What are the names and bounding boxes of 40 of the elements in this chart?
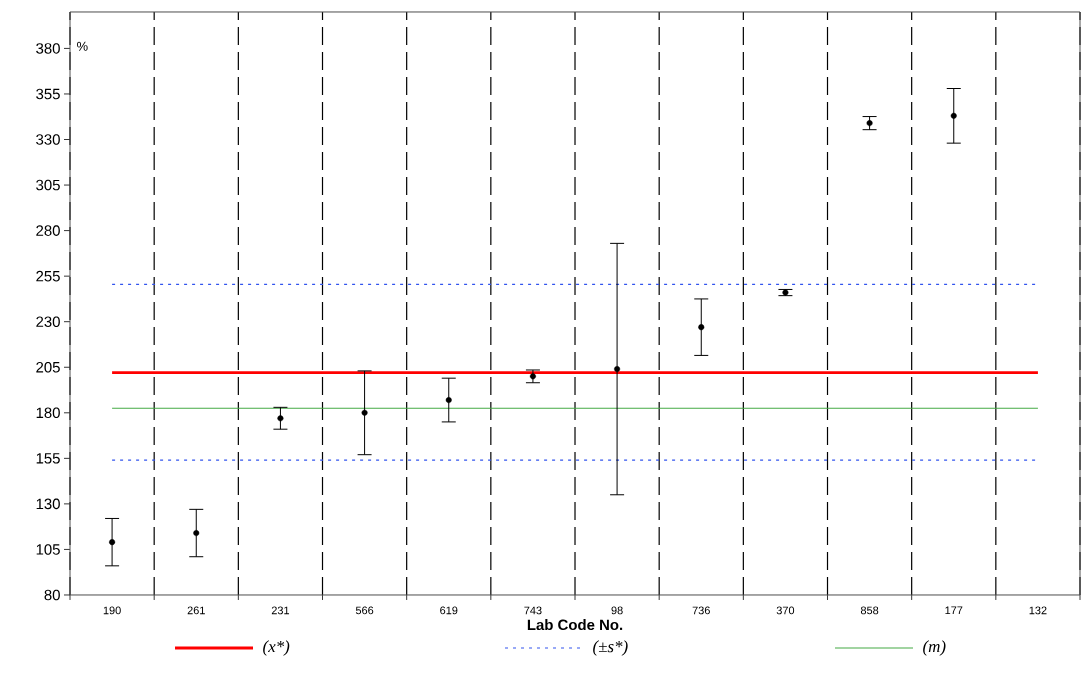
legend-label: (x*) xyxy=(263,640,290,656)
x-tick-label: 261 xyxy=(187,606,205,615)
y-tick-label: 155 xyxy=(36,453,60,464)
y-tick-label: 105 xyxy=(36,544,60,555)
x-tick-label: 370 xyxy=(776,606,795,615)
y-tick-label: 180 xyxy=(36,407,60,419)
y-tick-label: 230 xyxy=(36,316,60,327)
y-tick-label: 280 xyxy=(36,225,60,236)
y-tick-label: 205 xyxy=(36,361,60,373)
y-tick-label: 330 xyxy=(36,134,60,145)
x-tick-label: 736 xyxy=(692,606,710,615)
x-tick-label: 177 xyxy=(945,606,963,615)
x-tick-label: 231 xyxy=(271,606,290,615)
y-tick-label: 130 xyxy=(36,498,60,510)
x-axis-title: Lab Code No. xyxy=(527,619,623,631)
point xyxy=(361,409,368,416)
point xyxy=(614,366,621,373)
y-tick-label: 380 xyxy=(36,43,60,54)
y-axis-title: % xyxy=(77,41,88,51)
point xyxy=(698,324,705,331)
y-tick-label: 305 xyxy=(36,179,60,191)
point xyxy=(866,120,873,127)
point xyxy=(529,373,536,380)
legend-label: (m) xyxy=(923,640,946,656)
y-tick-label: 355 xyxy=(36,88,60,100)
legend-label: (±s*) xyxy=(593,640,628,656)
point xyxy=(109,539,116,546)
x-tick-label: 190 xyxy=(103,606,121,615)
y-tick-label: 80 xyxy=(44,589,60,601)
point xyxy=(277,415,284,422)
x-tick-label: 132 xyxy=(1029,606,1047,615)
point xyxy=(445,397,452,404)
point xyxy=(193,530,200,537)
x-tick-label: 566 xyxy=(355,606,374,615)
point xyxy=(950,112,957,119)
y-tick-label: 255 xyxy=(36,270,60,282)
x-tick-label: 619 xyxy=(440,606,458,615)
x-tick-label: 743 xyxy=(524,606,542,615)
x-tick-label: 858 xyxy=(860,606,879,615)
x-tick-label: 98 xyxy=(611,606,623,615)
